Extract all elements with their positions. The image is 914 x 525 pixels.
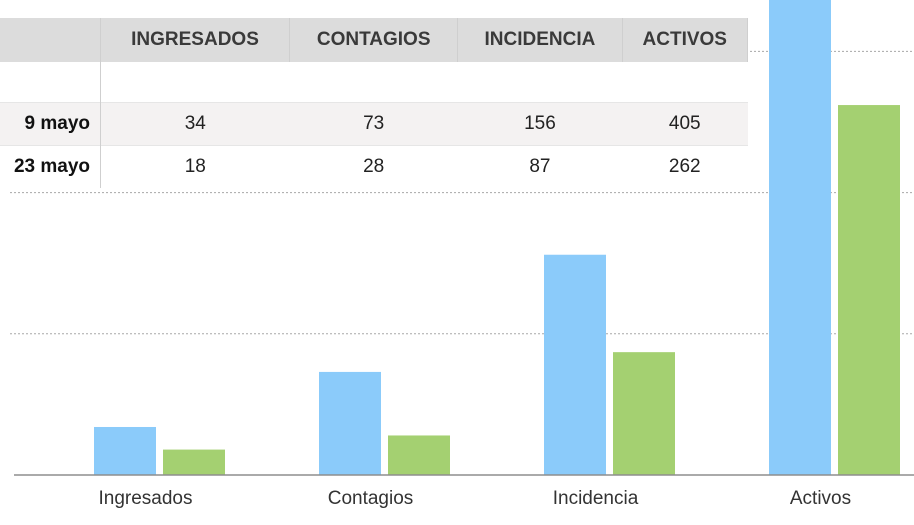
x-tick-label: Ingresados: [98, 488, 192, 509]
bars: [94, 0, 900, 475]
header-ingresados: INGRESADOS: [100, 18, 291, 62]
row-label: 9 mayo: [0, 102, 101, 146]
bar-ingresados-series-1: [94, 426, 156, 475]
bar-contagios-series-2: [388, 435, 450, 475]
table-cell: 73: [289, 102, 458, 146]
data-table: INGRESADOS CONTAGIOS INCIDENCIA ACTIVOS …: [0, 18, 749, 188]
table-cell: 87: [457, 145, 623, 188]
bar-incidencia-series-2: [613, 352, 675, 475]
table-spacer-row: [0, 62, 748, 103]
x-tick-labels: Ingresados Contagios Incidencia Activos: [98, 488, 851, 509]
table-row: 9 mayo 34 73 156 405: [0, 102, 748, 146]
x-tick-label: Incidencia: [553, 488, 639, 509]
bar-incidencia-series-1: [544, 254, 606, 475]
bar-contagios-series-1: [319, 371, 381, 475]
table-cell: 34: [100, 102, 290, 146]
table-cell: 156: [457, 102, 623, 146]
bar-activos-series-2: [838, 105, 900, 475]
bar-activos-series-1: [769, 0, 831, 475]
header-incidencia: INCIDENCIA: [457, 18, 623, 62]
table-cell: 262: [622, 145, 748, 188]
table-cell: 18: [100, 145, 290, 188]
table-cell: 28: [289, 145, 458, 188]
x-tick-label: Activos: [790, 488, 851, 509]
header-activos: ACTIVOS: [622, 18, 749, 62]
table-corner-cell: [0, 18, 101, 62]
x-tick-label: Contagios: [328, 488, 414, 509]
table-row: 23 mayo 18 28 87 262: [0, 145, 748, 188]
bar-ingresados-series-2: [163, 449, 225, 475]
table-cell: 405: [622, 102, 748, 146]
header-contagios: CONTAGIOS: [289, 18, 459, 62]
row-label: 23 mayo: [0, 145, 101, 188]
table-header-row: INGRESADOS CONTAGIOS INCIDENCIA ACTIVOS: [0, 18, 749, 62]
